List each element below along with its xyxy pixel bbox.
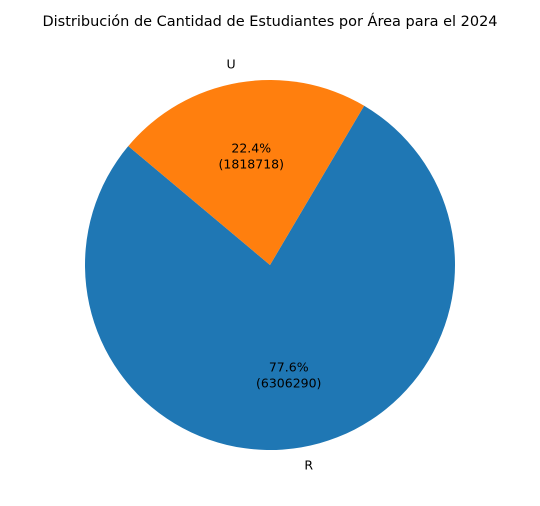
pie-slices [85,79,456,450]
value-label-r: (6306290) [256,375,321,390]
percent-label-u: 22.4% [231,141,271,156]
value-label-u: (1818718) [219,157,284,172]
pie-labels: R 77.6%(6306290) U 22.4%(1818718) [219,56,322,472]
pie-slice-u [128,79,365,265]
category-label-r: R [304,458,313,473]
category-label-u: U [227,56,236,71]
percent-label-r: 77.6% [269,359,309,374]
chart-title: Distribución de Cantidad de Estudiantes … [42,13,497,30]
pie-slice-r [85,105,456,450]
